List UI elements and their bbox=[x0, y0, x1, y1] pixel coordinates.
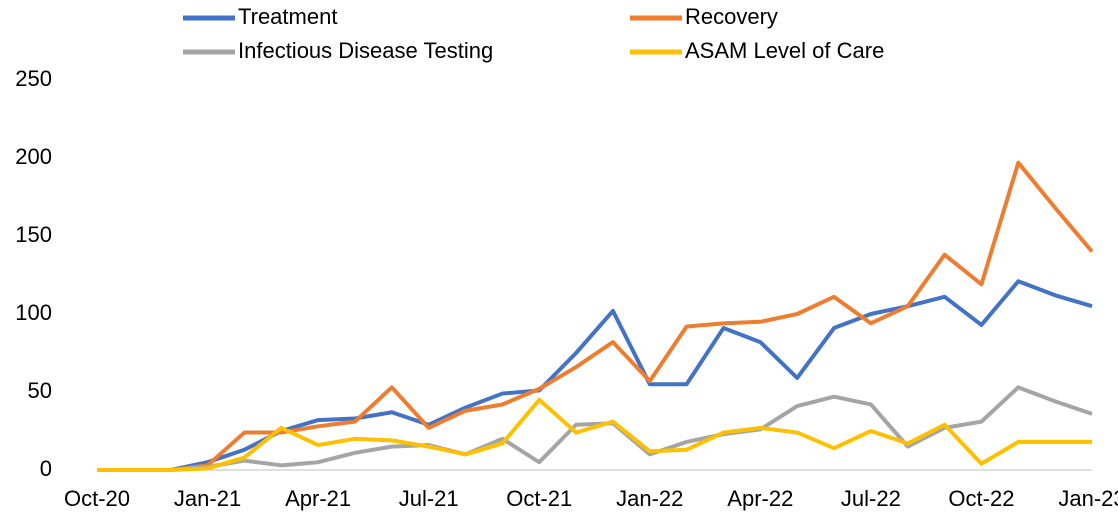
y-tick-label: 100 bbox=[15, 300, 52, 325]
legend-label: Treatment bbox=[238, 4, 337, 29]
legend-label: ASAM Level of Care bbox=[685, 38, 884, 63]
y-tick-label: 150 bbox=[15, 222, 52, 247]
x-tick-label: Jan-22 bbox=[616, 486, 683, 511]
x-tick-label: Oct-22 bbox=[948, 486, 1014, 511]
x-tick-label: Jan-21 bbox=[174, 486, 241, 511]
y-tick-label: 250 bbox=[15, 66, 52, 91]
x-tick-label: Jul-21 bbox=[399, 486, 459, 511]
x-tick-label: Oct-20 bbox=[64, 486, 130, 511]
x-tick-label: Oct-21 bbox=[506, 486, 572, 511]
x-tick-label: Jul-22 bbox=[841, 486, 901, 511]
legend-label: Recovery bbox=[685, 4, 778, 29]
y-tick-label: 0 bbox=[40, 456, 52, 481]
series-line bbox=[97, 160, 1094, 472]
y-tick-label: 50 bbox=[28, 378, 52, 403]
series-line bbox=[97, 279, 1093, 472]
x-tick-label: Apr-21 bbox=[285, 486, 351, 511]
series-line bbox=[97, 397, 1092, 472]
series-line bbox=[97, 385, 1093, 472]
legend-label: Infectious Disease Testing bbox=[238, 38, 493, 63]
x-tick-label: Jan-23 bbox=[1058, 486, 1118, 511]
y-tick-label: 200 bbox=[15, 144, 52, 169]
x-tick-label: Apr-22 bbox=[727, 486, 793, 511]
